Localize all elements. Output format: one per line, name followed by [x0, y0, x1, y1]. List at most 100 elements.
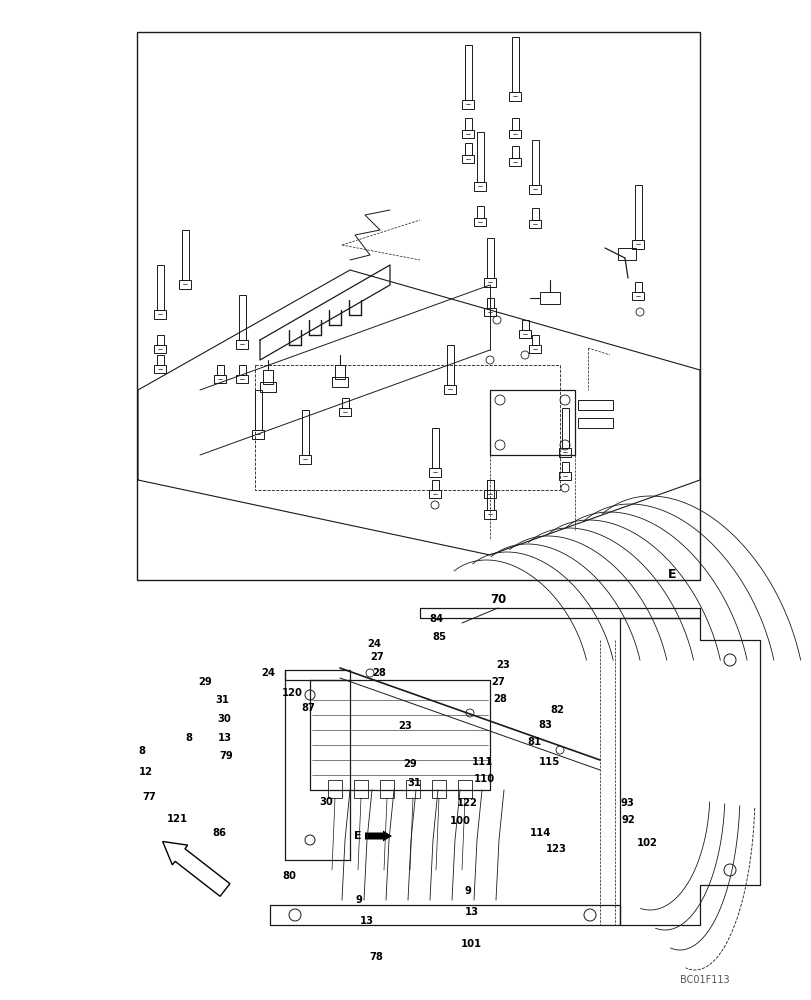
Bar — [474, 218, 486, 226]
Bar — [465, 118, 471, 130]
Bar — [512, 118, 518, 130]
Bar — [577, 400, 612, 410]
Bar — [476, 206, 483, 218]
Bar — [531, 208, 539, 220]
Text: 23: 23 — [496, 660, 509, 670]
Bar — [446, 345, 453, 385]
Text: 92: 92 — [621, 815, 635, 825]
Bar — [154, 345, 165, 353]
Text: 77: 77 — [142, 792, 156, 802]
Text: 122: 122 — [456, 798, 477, 808]
Bar — [528, 220, 540, 228]
Text: 121: 121 — [167, 814, 188, 824]
Bar — [508, 158, 521, 166]
Text: 81: 81 — [527, 737, 541, 747]
Bar — [154, 365, 165, 373]
Bar — [302, 410, 309, 455]
Bar — [461, 100, 474, 109]
Bar — [631, 240, 643, 249]
Bar — [617, 248, 635, 260]
Text: 9: 9 — [464, 886, 470, 896]
Bar — [157, 355, 164, 365]
Text: 13: 13 — [217, 733, 231, 743]
Bar — [461, 130, 474, 138]
Bar — [577, 418, 612, 428]
Text: 100: 100 — [449, 816, 470, 826]
Text: 85: 85 — [432, 632, 446, 642]
Text: 114: 114 — [530, 828, 551, 838]
Bar — [298, 455, 311, 464]
Bar — [521, 320, 528, 330]
Bar — [512, 146, 518, 158]
Text: 30: 30 — [217, 714, 231, 724]
Text: BC01F113: BC01F113 — [679, 975, 729, 985]
Text: 13: 13 — [464, 907, 478, 917]
Bar — [528, 185, 540, 194]
Text: 24: 24 — [261, 668, 275, 678]
Bar — [631, 292, 643, 300]
Bar — [341, 398, 349, 408]
Bar — [561, 462, 569, 472]
Bar — [380, 780, 393, 798]
Bar — [476, 132, 483, 182]
FancyArrow shape — [365, 830, 392, 841]
Text: 80: 80 — [282, 871, 296, 881]
Bar — [354, 780, 367, 798]
Bar — [634, 185, 642, 240]
Text: 102: 102 — [636, 838, 657, 848]
Text: 84: 84 — [429, 614, 443, 624]
Text: 120: 120 — [281, 688, 303, 698]
Bar — [487, 480, 493, 490]
Bar — [263, 370, 272, 384]
Bar — [260, 382, 276, 392]
Bar — [332, 377, 348, 387]
Text: 87: 87 — [301, 703, 315, 713]
Bar — [508, 92, 521, 101]
Bar — [338, 408, 350, 416]
Bar — [328, 780, 341, 798]
Text: 78: 78 — [369, 952, 383, 962]
Bar — [217, 365, 224, 375]
Text: 8: 8 — [185, 733, 192, 743]
Text: 31: 31 — [407, 778, 421, 788]
Bar — [474, 182, 486, 191]
Text: 8: 8 — [138, 746, 145, 756]
Text: 12: 12 — [139, 767, 152, 777]
Text: 29: 29 — [402, 759, 416, 769]
Text: 111: 111 — [471, 757, 492, 767]
Bar — [531, 140, 539, 185]
Bar — [214, 375, 225, 383]
Text: 115: 115 — [538, 757, 559, 767]
Text: 13: 13 — [359, 916, 373, 926]
Text: 27: 27 — [491, 677, 504, 687]
Bar — [154, 310, 165, 319]
Bar — [178, 280, 191, 289]
Bar — [483, 278, 496, 287]
FancyArrow shape — [162, 841, 230, 896]
Bar — [483, 308, 496, 316]
Bar — [182, 230, 189, 280]
Text: 83: 83 — [538, 720, 551, 730]
Bar — [457, 780, 471, 798]
Bar — [561, 408, 569, 448]
Bar — [431, 480, 439, 490]
Bar — [483, 510, 496, 519]
Bar — [558, 472, 570, 480]
Bar — [518, 330, 530, 338]
Text: 9: 9 — [355, 895, 362, 905]
Bar — [461, 155, 474, 163]
Text: 23: 23 — [397, 721, 411, 731]
Bar — [137, 32, 699, 580]
Text: 123: 123 — [545, 844, 566, 854]
Bar — [431, 780, 445, 798]
Bar — [444, 385, 456, 394]
Bar — [428, 468, 440, 477]
Bar — [487, 298, 493, 308]
Bar — [431, 428, 439, 468]
Bar — [238, 295, 246, 340]
Bar — [531, 335, 539, 345]
Bar — [489, 390, 574, 455]
Text: 70: 70 — [489, 593, 505, 606]
Text: 27: 27 — [370, 652, 384, 662]
Bar — [487, 480, 493, 510]
